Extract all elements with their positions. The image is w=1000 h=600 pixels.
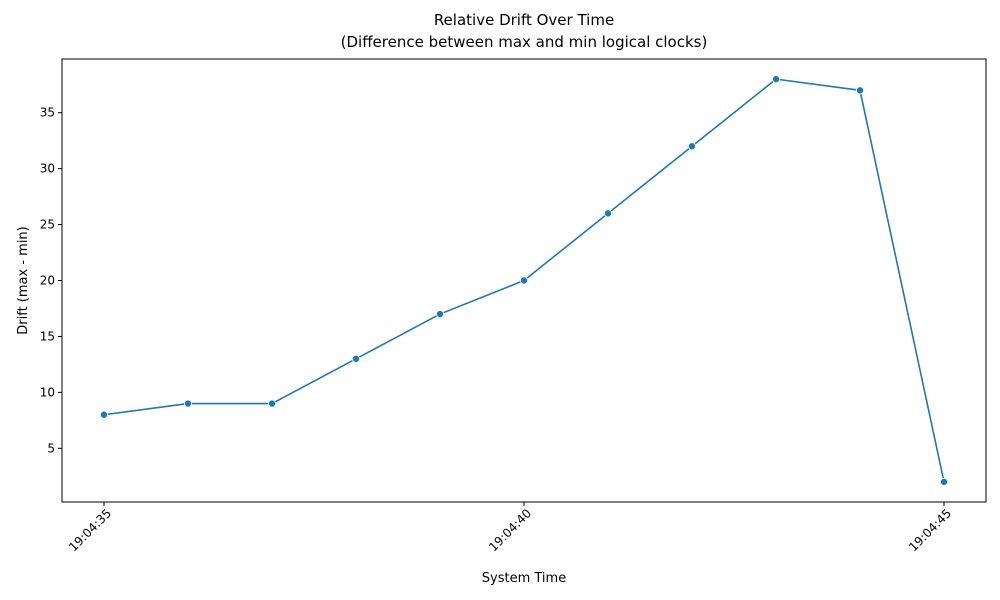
chart-title: Relative Drift Over Time — [434, 11, 614, 29]
x-tick-label: 19:04:40 — [486, 506, 534, 554]
y-tick-label: 15 — [40, 329, 55, 343]
data-point — [183, 399, 192, 408]
plot-area — [61, 58, 987, 503]
y-tick-label: 5 — [47, 441, 55, 455]
data-point — [267, 399, 276, 408]
y-tick-label: 20 — [40, 274, 55, 288]
data-point — [435, 310, 444, 319]
chart-subtitle: (Difference between max and min logical … — [341, 33, 708, 51]
data-point — [772, 75, 781, 84]
data-point — [100, 410, 109, 419]
y-tick-label: 35 — [40, 106, 55, 120]
data-point — [856, 86, 865, 95]
x-tick-label: 19:04:45 — [906, 506, 954, 554]
data-point — [688, 142, 697, 151]
y-tick-label: 25 — [40, 218, 55, 232]
x-axis: 19:04:35 19:04:40 19:04:45 — [66, 502, 954, 554]
x-tick-label: 19:04:35 — [66, 506, 114, 554]
y-axis-label: Drift (max - min) — [16, 226, 31, 334]
series-layer — [100, 75, 949, 486]
data-point — [940, 477, 949, 486]
data-point — [604, 209, 613, 218]
y-tick-label: 10 — [40, 385, 55, 399]
y-axis: 5 10 15 20 25 30 35 — [40, 106, 62, 455]
data-point — [351, 354, 360, 363]
x-axis-label: System Time — [482, 571, 566, 586]
data-point — [520, 276, 529, 285]
y-tick-label: 30 — [40, 162, 55, 176]
